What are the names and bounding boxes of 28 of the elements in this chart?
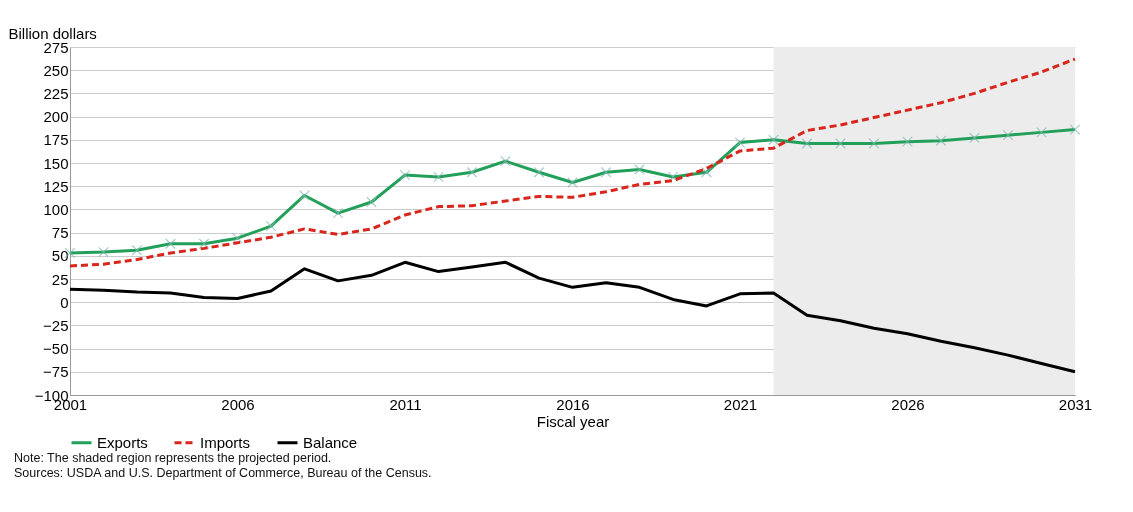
- y-tick-label: 150: [43, 154, 69, 172]
- legend-label: Balance: [303, 433, 358, 451]
- y-tick-label: 200: [43, 108, 69, 126]
- x-tick-label: 2016: [556, 395, 590, 413]
- y-tick-label: 225: [43, 84, 69, 102]
- y-tick-label: 25: [51, 270, 69, 288]
- y-tick-label: −50: [43, 340, 69, 358]
- x-tick-label: 2026: [891, 395, 925, 413]
- x-tick-label: 2006: [221, 395, 255, 413]
- y-tick-label: 0: [60, 293, 69, 311]
- y-tick-label: 100: [43, 200, 69, 218]
- y-tick-label: 50: [51, 247, 69, 265]
- x-axis-title: Fiscal year: [536, 412, 610, 430]
- line-series: [68, 260, 1077, 374]
- text: Note: The shaded region represents the projected period.: [14, 451, 333, 466]
- y-tick-label: 125: [43, 177, 69, 195]
- y-tick-label: 75: [51, 224, 69, 242]
- line-series: [68, 57, 1077, 268]
- x-tick-label: 2011: [389, 395, 422, 413]
- x-tick-label: 2031: [1058, 395, 1093, 413]
- y-tick-label: −75: [43, 363, 69, 381]
- x-tick-label: 2021: [723, 395, 758, 413]
- y-tick-label: −25: [43, 316, 69, 334]
- y-tick-label: 175: [43, 131, 69, 149]
- y-tick-label: 250: [43, 61, 69, 79]
- source-note: Sources: USDA and U.S. Department of Commerce, Bureau of the Census.: [14, 466, 433, 481]
- legend-label: Exports: [97, 433, 148, 451]
- legend-label: Imports: [200, 433, 251, 451]
